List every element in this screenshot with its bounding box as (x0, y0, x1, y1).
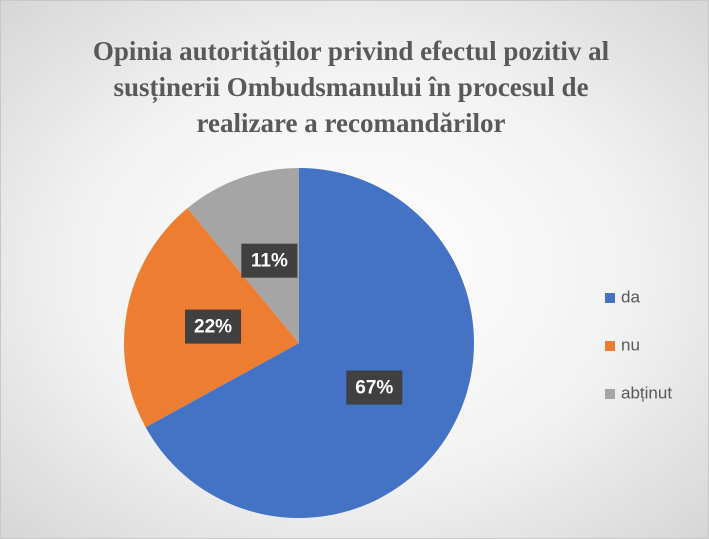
legend-label: da (621, 287, 640, 306)
data-label-box (185, 309, 242, 344)
data-label-box (346, 370, 403, 405)
legend-label: nu (621, 335, 640, 354)
data-label: 22% (194, 317, 232, 338)
chart-title: Opinia autorităților privind efectul poz… (92, 36, 610, 138)
data-label: 67% (355, 378, 393, 399)
legend-swatch (605, 341, 615, 351)
legend-swatch (605, 293, 615, 303)
pie-slice (145, 168, 475, 518)
legend-swatch (605, 389, 615, 399)
data-label: 11% (251, 251, 288, 272)
legend-label: abținut (621, 383, 672, 402)
data-label-box (241, 243, 298, 278)
